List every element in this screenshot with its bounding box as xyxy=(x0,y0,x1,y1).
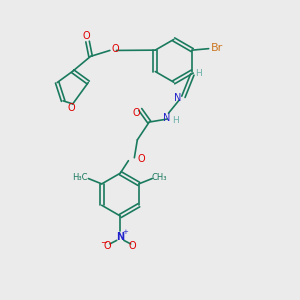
Text: N: N xyxy=(164,113,171,124)
Text: CH₃: CH₃ xyxy=(152,173,167,182)
Text: O: O xyxy=(111,44,119,54)
Text: H₃C: H₃C xyxy=(72,173,87,182)
Text: N: N xyxy=(116,232,124,242)
Text: O: O xyxy=(137,154,145,164)
Text: O: O xyxy=(104,241,112,251)
Text: O: O xyxy=(133,108,140,118)
Text: Br: Br xyxy=(211,43,223,53)
Text: −: − xyxy=(100,238,107,247)
Text: H: H xyxy=(196,68,202,77)
Text: H: H xyxy=(172,116,178,125)
Text: +: + xyxy=(122,229,128,235)
Text: O: O xyxy=(129,241,136,251)
Text: O: O xyxy=(82,31,90,41)
Text: O: O xyxy=(68,103,75,113)
Text: N: N xyxy=(174,93,182,103)
